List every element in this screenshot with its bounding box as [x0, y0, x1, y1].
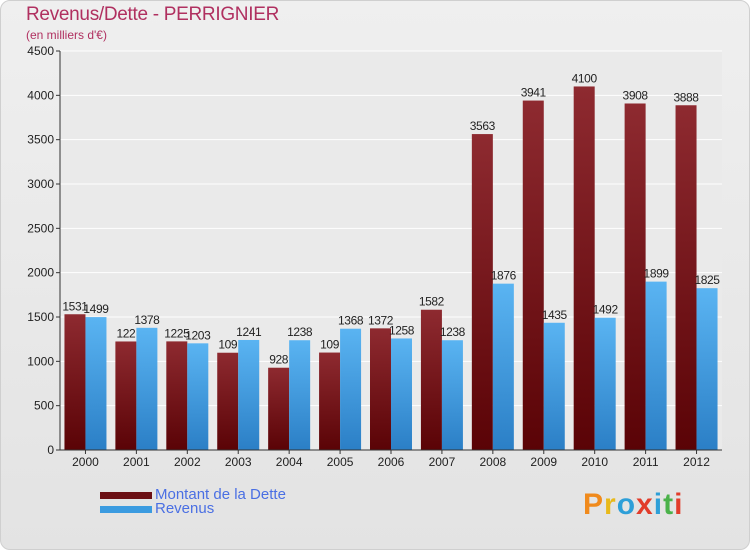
logo-letter: P: [583, 488, 605, 521]
x-tick-label: 2002: [174, 455, 201, 469]
y-tick-label: 3000: [27, 177, 54, 191]
bar-revenus: [543, 322, 565, 450]
bar-revenus: [391, 338, 412, 450]
bar-dette: [471, 134, 493, 450]
legend-item-revenus: Revenus: [100, 500, 214, 517]
bar-revenus: [696, 288, 718, 450]
y-tick-label: 2500: [27, 221, 54, 235]
x-tick-label: 2006: [378, 455, 405, 469]
data-label-revenus: 1492: [593, 303, 619, 317]
data-label-revenus: 1238: [440, 325, 466, 339]
legend-label-debt: Montant de la Dette: [155, 486, 286, 503]
logo-letter: i: [653, 488, 664, 521]
data-label-dette: 1225: [164, 326, 190, 340]
data-label-revenus: 1238: [287, 325, 313, 339]
legend-swatch-debt: [100, 491, 152, 499]
x-tick-label: 2012: [683, 455, 710, 469]
bar-dette: [268, 367, 290, 450]
data-label-dette: 928: [269, 353, 289, 367]
x-tick-label: 2004: [276, 455, 303, 469]
chart-subtitle: (en milliers d'€): [26, 28, 107, 42]
bar-dette: [319, 352, 341, 450]
data-label-revenus: 1499: [83, 302, 109, 316]
bar-revenus: [645, 281, 667, 450]
bar-dette: [64, 314, 86, 450]
data-label-revenus: 1876: [491, 269, 517, 283]
data-label-dette: 109: [320, 338, 340, 352]
data-label-dette: 1372: [368, 313, 394, 327]
bar-dette: [675, 105, 697, 450]
bar-dette: [420, 309, 442, 450]
bar-revenus: [85, 317, 107, 450]
logo-letter: t: [663, 488, 675, 521]
bar-dette: [370, 328, 391, 450]
legend-swatch-revenus: [100, 505, 152, 513]
data-label-revenus: 1825: [694, 273, 720, 287]
data-label-revenus: 1435: [542, 308, 568, 322]
data-label-revenus: 1203: [185, 328, 211, 342]
x-tick-label: 2005: [327, 455, 354, 469]
y-tick-label: 3500: [27, 133, 54, 147]
bar-revenus: [441, 340, 463, 450]
data-label-revenus: 1368: [338, 314, 364, 328]
legend-item-debt: Montant de la Dette: [100, 486, 286, 503]
bar-revenus: [289, 340, 311, 450]
bar-revenus: [340, 328, 362, 450]
bar-dette: [166, 341, 188, 450]
data-label-dette: 1531: [62, 299, 88, 313]
y-tick-label: 0: [47, 443, 54, 457]
proxiti-logo: Proxiti: [583, 488, 683, 522]
x-tick-label: 2001: [123, 455, 150, 469]
data-label-dette: 4100: [572, 71, 598, 85]
logo-letter: o: [616, 488, 637, 521]
data-label-dette: 109: [218, 338, 238, 352]
bar-dette: [217, 352, 239, 450]
x-tick-label: 2008: [479, 455, 506, 469]
data-label-dette: 3563: [470, 119, 496, 133]
logo-letter: r: [604, 488, 617, 521]
data-label-revenus: 1241: [236, 325, 262, 339]
bar-dette: [624, 103, 646, 451]
bar-dette: [522, 100, 544, 450]
data-label-dette: 3888: [673, 90, 699, 104]
data-label-revenus: 1378: [134, 313, 160, 327]
data-label-dette: 3908: [623, 88, 649, 102]
bar-dette: [115, 341, 137, 450]
logo-letter: i: [674, 488, 684, 521]
y-tick-label: 2000: [27, 266, 54, 280]
legend-label-revenus: Revenus: [155, 500, 215, 517]
data-label-revenus: 1899: [644, 267, 670, 281]
y-tick-label: 4000: [27, 88, 54, 102]
x-tick-label: 2010: [581, 455, 608, 469]
bar-revenus: [492, 283, 514, 450]
data-label-dette: 122: [116, 326, 136, 340]
bars: [64, 86, 718, 451]
data-label-dette: 3941: [521, 86, 547, 100]
x-tick-label: 2011: [633, 455, 659, 469]
logo-letter: x: [636, 488, 654, 521]
y-tick-label: 500: [34, 399, 54, 413]
bar-dette: [573, 86, 595, 450]
x-tick-label: 2003: [225, 455, 252, 469]
bar-revenus: [187, 343, 209, 450]
bar-revenus: [136, 327, 158, 450]
x-tick-label: 2007: [429, 455, 456, 469]
chart-title: Revenus/Dette - PERRIGNIER: [26, 4, 280, 25]
y-tick-label: 4500: [27, 44, 54, 58]
data-label-dette: 1582: [419, 295, 445, 309]
axes: 0 500 1000 1500 2000 2500 3000 3500 4000 4500 2000…: [27, 44, 722, 469]
bar-revenus: [594, 317, 616, 450]
x-tick-label: 2009: [530, 455, 557, 469]
value-labels: 1531149912213781225120310912419281238109…: [62, 71, 720, 366]
x-tick-label: 2000: [72, 455, 99, 469]
bar-revenus: [238, 339, 260, 450]
y-tick-label: 1000: [27, 354, 54, 368]
y-tick-label: 1500: [27, 310, 54, 324]
data-label-revenus: 1258: [389, 323, 415, 337]
